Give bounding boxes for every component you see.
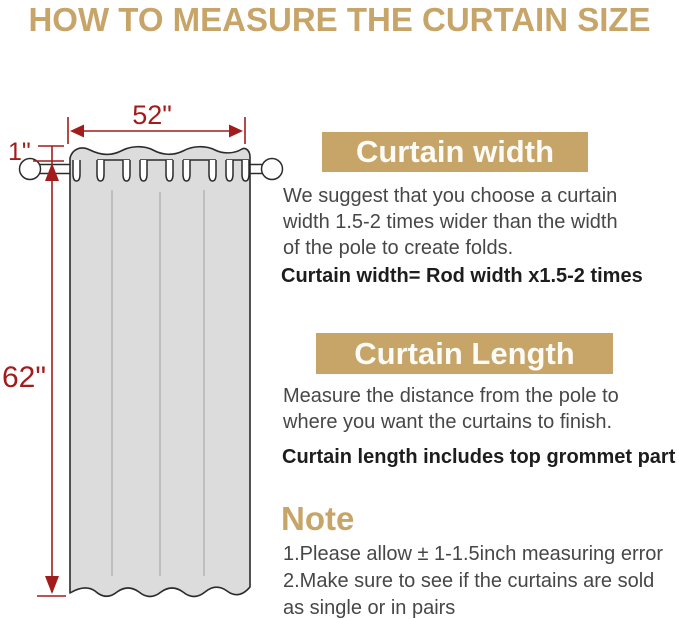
grommet-slots [72, 159, 250, 182]
section-heading-curtain-width: Curtain width [322, 132, 588, 172]
curtain-width-description: We suggest that you choose a curtain wid… [283, 183, 618, 261]
arrow-left-icon [70, 124, 84, 138]
note-item: as single or in pairs [283, 597, 456, 619]
grommet-slot-icon [139, 159, 174, 182]
page-title: HOW TO MEASURE THE CURTAIN SIZE [28, 1, 651, 38]
description-line: We suggest that you choose a curtain [283, 185, 618, 207]
section-heading-label: Curtain width [355, 134, 555, 169]
section-heading-curtain-length: Curtain Length [316, 333, 613, 374]
description-line: of the pole to create folds. [283, 237, 514, 259]
arrow-down-icon [45, 576, 59, 594]
curtain-length-formula: Curtain length includes top grommet part [282, 446, 676, 468]
curtain-measure-diagram: 52" 1" 62" [2, 100, 284, 598]
grommet-leg-icon [72, 160, 81, 182]
rod-finial-left-icon [18, 157, 42, 181]
grommet-slot-icon [225, 159, 250, 182]
note-list: 1.Please allow ± 1-1.5inch measuring err… [283, 541, 663, 619]
section-heading-label: Curtain Length [354, 335, 575, 371]
grommet-slot-icon [182, 159, 217, 182]
description-line: where you want the curtains to finish. [283, 411, 613, 433]
curtain-fold-lines [111, 190, 205, 576]
note-item: 2.Make sure to see if the curtains are s… [283, 570, 655, 592]
rod-finial-right-icon [260, 157, 284, 181]
note-heading: Note [281, 500, 355, 537]
width-dimension [67, 117, 246, 144]
top-offset-label: 1" [8, 138, 31, 166]
length-dimension [37, 146, 66, 597]
grommet-slot-icon [96, 159, 131, 182]
curtain-length-description: Measure the distance from the pole to wh… [283, 383, 619, 435]
description-line: width 1.5-2 times wider than the width [283, 211, 618, 233]
length-dimension-label: 62" [2, 361, 46, 394]
arrow-right-icon [229, 124, 243, 138]
description-line: Measure the distance from the pole to [283, 385, 619, 407]
width-dimension-label: 52" [132, 100, 172, 130]
curtain-width-formula: Curtain width= Rod width x1.5-2 times [281, 265, 643, 287]
note-item: 1.Please allow ± 1-1.5inch measuring err… [283, 543, 664, 565]
